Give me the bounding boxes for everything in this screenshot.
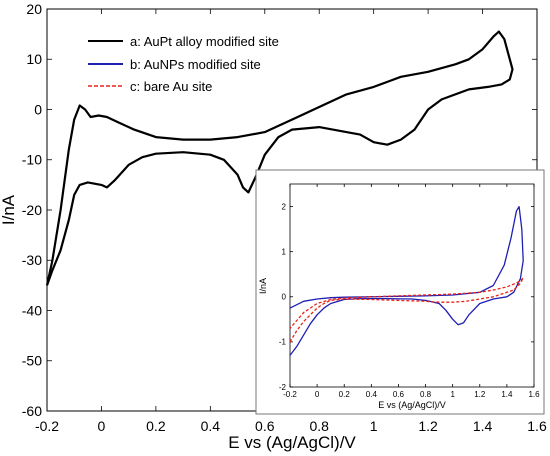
- main-curves: [45, 30, 514, 286]
- main-x-tick-label: 1.6: [527, 418, 547, 434]
- inset-x-axis-label: E vs (Ag/AgCl)/V: [378, 400, 446, 410]
- inset-x-tick-label: 0.2: [339, 390, 351, 399]
- inset-plot-frame: [289, 183, 535, 388]
- inset-background: [255, 169, 545, 415]
- legend-label-c: c: bare Au site: [130, 79, 212, 94]
- inset-y-tick-label: 0: [282, 293, 287, 302]
- legend-entry-c: c: bare Au site: [88, 79, 212, 94]
- main-y-tick-label: 10: [26, 51, 42, 67]
- main-x-tick-label: 1: [370, 418, 378, 434]
- main-y-axis-label: I/nA: [0, 194, 18, 225]
- main-x-tick-label: 0.2: [146, 418, 166, 434]
- inset-x-tick-label: 1.4: [501, 390, 513, 399]
- main-x-tick-label: 0.6: [255, 418, 275, 434]
- legend-label-b: b: AuNPs modified site: [130, 57, 261, 72]
- main-y-tick-label: -20: [22, 202, 42, 218]
- main-x-tick-label: -0.2: [35, 418, 59, 434]
- inset-series-b-line: [289, 205, 524, 356]
- main-x-tick-label: 0: [98, 418, 106, 434]
- inset-y-tick-label: -2: [279, 383, 287, 392]
- inset-x-tick-label: 0.8: [420, 390, 432, 399]
- inset-x-tick-label: 0: [315, 390, 320, 399]
- inset-y-axis-label: I/nA: [258, 278, 268, 294]
- inset-y-tick-label: 1: [282, 247, 287, 256]
- inset-ticks: -0.2 0 0.2 0.4 0.6 0.8 1 1.2 1.4 1.6 -2 -1 0 1 2: [279, 184, 540, 399]
- inset-x-tick-label: 0.4: [366, 390, 378, 399]
- inset-x-tick-label: 1.2: [474, 390, 486, 399]
- legend: a: AuPt alloy modified site b: AuNPs mod…: [88, 34, 279, 94]
- inset-x-tick-label: 0.6: [393, 390, 405, 399]
- main-y-tick-label: 0: [34, 101, 42, 117]
- main-y-tick-label: -40: [22, 302, 42, 318]
- inset-series-c-line: [289, 277, 524, 343]
- inset-y-tick-label: 2: [282, 202, 287, 211]
- main-y-tick-label: -30: [22, 252, 42, 268]
- inset-x-tick-label: 1: [450, 390, 455, 399]
- main-x-tick-label: 0.8: [309, 418, 329, 434]
- main-x-tick-label: 1.4: [473, 418, 493, 434]
- main-ticks: -0.2 0 0.2 0.4 0.6 0.8 1 1.2 1.4 1.6 -60 -50 -40 -30 -…: [22, 1, 547, 434]
- main-y-tick-label: -50: [22, 353, 42, 369]
- inset-plot: -0.2 0 0.2 0.4 0.6 0.8 1 1.2 1.4 1.6 -2 -1 0 1 2 E vs …: [255, 169, 545, 415]
- main-y-tick-label: -60: [22, 403, 42, 419]
- main-y-tick-label: -10: [22, 152, 42, 168]
- main-x-tick-label: 1.2: [418, 418, 438, 434]
- legend-entry-a: a: AuPt alloy modified site: [88, 34, 279, 49]
- inset-x-tick-label: -0.2: [283, 390, 297, 399]
- main-series-a-line: [45, 30, 514, 286]
- inset-curves: [289, 205, 524, 356]
- inset-x-tick-label: 1.6: [528, 390, 540, 399]
- main-x-axis-label: E vs (Ag/AgCl)/V: [228, 433, 356, 452]
- main-x-tick-label: 0.4: [201, 418, 221, 434]
- legend-entry-b: b: AuNPs modified site: [88, 57, 261, 72]
- main-y-tick-label: 20: [26, 1, 42, 17]
- legend-label-a: a: AuPt alloy modified site: [130, 34, 279, 49]
- inset-y-tick-label: -1: [279, 338, 287, 347]
